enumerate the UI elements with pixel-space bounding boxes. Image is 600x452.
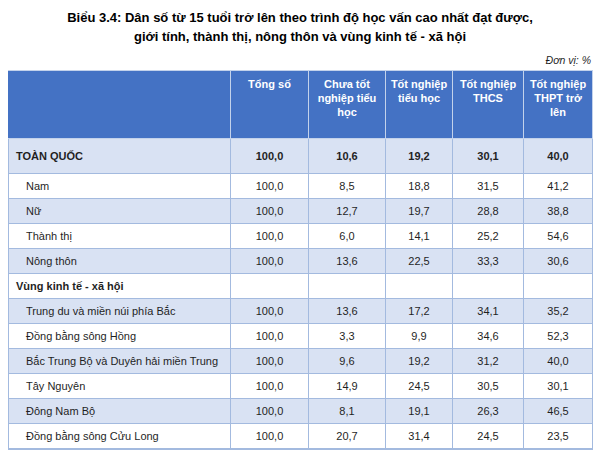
cell-value: 38,8 [524,198,593,223]
cell-value: 9,6 [309,348,386,373]
header-cell-empty [9,70,231,138]
cell-value: 40,0 [524,348,593,373]
cell-value: 14,9 [309,373,386,398]
header-cell-total: Tổng số [231,70,309,138]
statistics-table: Tổng số Chưa tốt nghiệp tiểu học Tốt ngh… [8,70,593,450]
row-label: Nữ [9,198,231,223]
cell-value: 100,0 [231,138,309,173]
cell-value: 31,4 [386,423,453,449]
header-cell-lower-secondary: Tốt nghiệp THCS [453,70,524,138]
row-label: Tây Nguyên [9,373,231,398]
cell-value: 35,2 [524,298,593,323]
row-label: Nam [9,173,231,198]
cell-value: 30,1 [524,373,593,398]
table-row: Nông thôn 100,0 13,6 22,5 33,3 30,6 [9,248,593,273]
table-row: Nam 100,0 8,5 18,8 31,5 41,2 [9,173,593,198]
cell-value: 3,3 [309,323,386,348]
table-row: Đông Nam Bộ 100,0 8,1 19,1 26,3 46,5 [9,398,593,423]
cell-value: 31,2 [453,348,524,373]
table-row: Trung du và miền núi phía Bắc 100,0 13,6… [9,298,593,323]
cell-value [524,273,593,298]
cell-value: 30,5 [453,373,524,398]
row-label: Đông Nam Bộ [9,398,231,423]
cell-value: 40,0 [524,138,593,173]
header-cell-below-primary: Chưa tốt nghiệp tiểu học [309,70,386,138]
cell-value: 19,2 [386,138,453,173]
cell-value: 24,5 [453,423,524,449]
cell-value: 26,3 [453,398,524,423]
cell-value: 100,0 [231,348,309,373]
table-section-row: Vùng kinh tế - xã hội [9,273,593,298]
cell-value: 41,2 [524,173,593,198]
cell-value: 100,0 [231,373,309,398]
cell-value: 8,5 [309,173,386,198]
cell-value: 100,0 [231,298,309,323]
row-label: Đồng bằng sông Cửu Long [9,423,231,449]
table-row: TOÀN QUỐC 100,0 10,6 19,2 30,1 40,0 [9,138,593,173]
table-row: Bắc Trung Bộ và Duyên hải miền Trung 100… [9,348,593,373]
cell-value: 13,6 [309,248,386,273]
cell-value: 100,0 [231,173,309,198]
header-cell-upper-secondary: Tốt nghiệp THPT trở lên [524,70,593,138]
cell-value: 28,8 [453,198,524,223]
header-row: Tổng số Chưa tốt nghiệp tiểu học Tốt ngh… [9,70,593,138]
table-row: Đồng bằng sông Hồng 100,0 3,3 9,9 34,6 5… [9,323,593,348]
cell-value: 100,0 [231,198,309,223]
cell-value: 20,7 [309,423,386,449]
row-label: Bắc Trung Bộ và Duyên hải miền Trung [9,348,231,373]
cell-value: 18,8 [386,173,453,198]
cell-value [453,273,524,298]
cell-value: 46,5 [524,398,593,423]
cell-value: 33,3 [453,248,524,273]
table-row: Nữ 100,0 12,7 19,7 28,8 38,8 [9,198,593,223]
cell-value: 10,6 [309,138,386,173]
cell-value: 100,0 [231,398,309,423]
cell-value: 12,7 [309,198,386,223]
header-cell-primary: Tốt nghiệp tiểu học [386,70,453,138]
cell-value [231,273,309,298]
cell-value: 34,6 [453,323,524,348]
document-page: Biểu 3.4: Dân số từ 15 tuổi trở lên theo… [0,0,600,452]
unit-label: Đơn vị: % [0,54,600,66]
cell-value: 17,2 [386,298,453,323]
row-label: Đồng bằng sông Hồng [9,323,231,348]
cell-value: 9,9 [386,323,453,348]
cell-value: 14,1 [386,223,453,248]
row-label: TOÀN QUỐC [9,138,231,173]
cell-value: 34,1 [453,298,524,323]
cell-value: 23,5 [524,423,593,449]
cell-value: 31,5 [453,173,524,198]
cell-value: 19,7 [386,198,453,223]
cell-value: 6,0 [309,223,386,248]
table-row: Đồng bằng sông Cửu Long 100,0 20,7 31,4 … [9,423,593,449]
cell-value: 54,6 [524,223,593,248]
cell-value: 19,2 [386,348,453,373]
cell-value: 52,3 [524,323,593,348]
cell-value: 22,5 [386,248,453,273]
cell-value: 13,6 [309,298,386,323]
cell-value: 100,0 [231,248,309,273]
cell-value: 19,1 [386,398,453,423]
cell-value [386,273,453,298]
page-title: Biểu 3.4: Dân số từ 15 tuổi trở lên theo… [0,0,600,47]
cell-value: 24,5 [386,373,453,398]
row-label: Nông thôn [9,248,231,273]
row-label: Thành thị [9,223,231,248]
cell-value: 8,1 [309,398,386,423]
cell-value: 30,6 [524,248,593,273]
page-title-line1: Biểu 3.4: Dân số từ 15 tuổi trở lên theo… [0,9,600,28]
cell-value [309,273,386,298]
cell-value: 100,0 [231,223,309,248]
section-label: Vùng kinh tế - xã hội [9,273,231,298]
table-row: Thành thị 100,0 6,0 14,1 25,2 54,6 [9,223,593,248]
cell-value: 100,0 [231,323,309,348]
table-row: Tây Nguyên 100,0 14,9 24,5 30,5 30,1 [9,373,593,398]
row-label: Trung du và miền núi phía Bắc [9,298,231,323]
cell-value: 100,0 [231,423,309,449]
page-title-line2: giới tính, thành thị, nông thôn và vùng … [0,28,600,47]
cell-value: 25,2 [453,223,524,248]
cell-value: 30,1 [453,138,524,173]
